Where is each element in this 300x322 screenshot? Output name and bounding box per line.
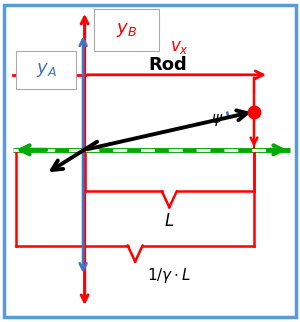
FancyBboxPatch shape (94, 9, 159, 51)
Text: $1/\gamma \cdot L$: $1/\gamma \cdot L$ (147, 266, 191, 285)
Text: Rod: Rod (148, 56, 187, 74)
FancyBboxPatch shape (16, 51, 76, 89)
Text: $L$: $L$ (164, 212, 175, 230)
Text: $v_x$: $v_x$ (170, 38, 189, 56)
Text: $y_B$: $y_B$ (116, 21, 137, 39)
Text: $\psi$: $\psi$ (211, 111, 223, 128)
Text: $y_A$: $y_A$ (35, 61, 56, 79)
